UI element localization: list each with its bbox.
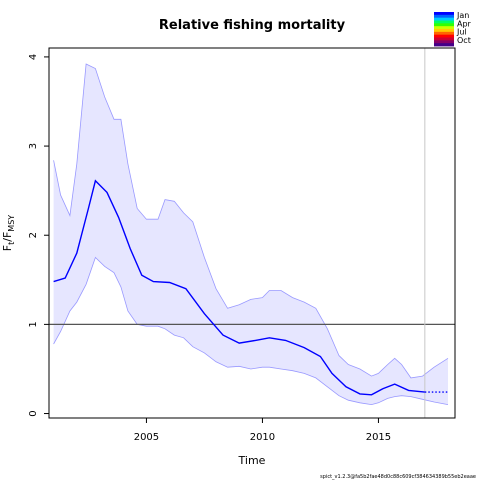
- plot-frame: [48, 47, 456, 419]
- y-axis-title: Ft/FMSY: [1, 215, 16, 251]
- legend-color-swatch: [434, 40, 454, 44]
- confidence-band: [53, 64, 448, 405]
- estimate-line: [53, 179, 425, 396]
- x-tick-label-2010: 2010: [250, 432, 275, 443]
- legend-label-jan: Jan: [456, 11, 469, 20]
- legend-color-swatch: [434, 29, 454, 33]
- x-tick-label-2005: 2005: [134, 432, 159, 443]
- y-tick-label-1: 1: [28, 321, 39, 327]
- legend-color-swatch: [434, 12, 454, 16]
- legend-color-swatch: [434, 17, 454, 21]
- legend-color-swatch: [434, 31, 454, 36]
- confidence-band-upper: [53, 63, 449, 379]
- legend-color-swatch: [434, 37, 454, 41]
- x-axis-title: Time: [238, 454, 266, 467]
- footer-version-text: spict_v1.2.3@fa5b2fae48d0c88c609cf384634…: [320, 474, 476, 480]
- legend-color-swatch: [434, 34, 454, 38]
- legend-color-swatch: [434, 43, 454, 47]
- legend-label-oct: Oct: [457, 36, 471, 45]
- y-tick-label-2: 2: [28, 232, 39, 238]
- legend-color-swatch: [434, 14, 454, 19]
- y-axis: 0 1 2 3 4: [28, 54, 49, 417]
- plot-area: [49, 48, 455, 418]
- y-title-sub2: MSY: [7, 215, 16, 232]
- y-title-mid: /F: [1, 232, 14, 242]
- y-title-sub1: t: [7, 242, 16, 245]
- legend-color-swatch: [434, 20, 454, 24]
- legend-label-apr: Apr: [457, 19, 472, 28]
- x-tick-label-2015: 2015: [366, 432, 391, 443]
- legend-color-swatch: [434, 26, 454, 30]
- chart-title: Relative fishing mortality: [159, 18, 346, 33]
- x-axis: 2005 2010 2015: [134, 418, 391, 443]
- legend-label-jul: Jul: [456, 28, 467, 37]
- confidence-band-lower: [53, 256, 449, 406]
- y-tick-label-3: 3: [28, 143, 39, 149]
- y-tick-label-0: 0: [28, 410, 39, 416]
- y-title-base: F: [1, 245, 14, 251]
- legend-color-swatch: [434, 23, 454, 27]
- y-tick-label-4: 4: [28, 54, 39, 60]
